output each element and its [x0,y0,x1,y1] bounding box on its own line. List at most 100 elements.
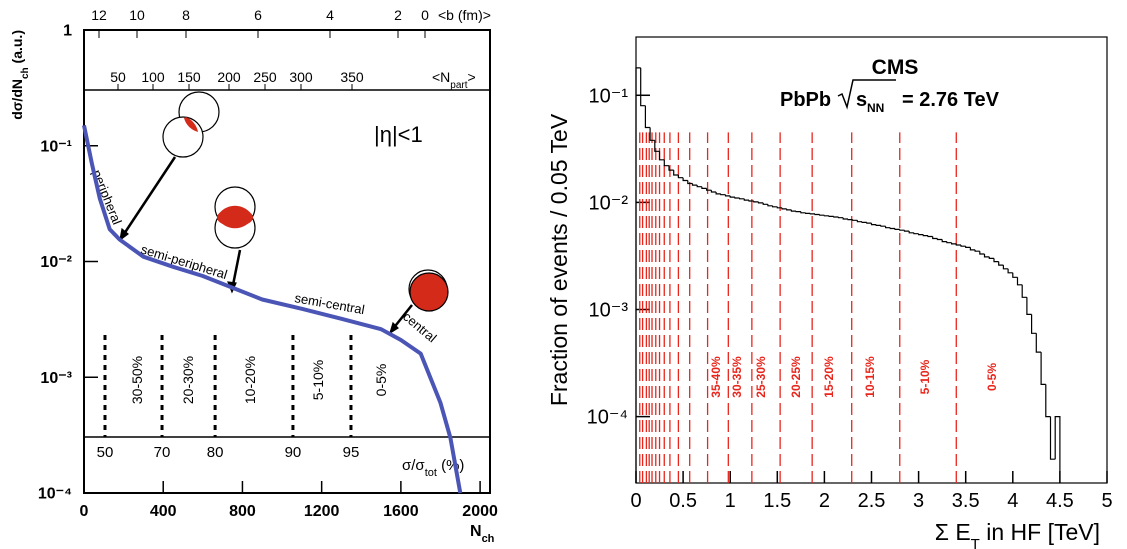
histogram-bin [993,258,999,263]
histogram-bin [880,225,886,227]
histogram-bin [955,243,961,246]
histogram-bin [908,231,914,234]
npart-tick-label: 200 [217,69,241,85]
histogram-bin [800,211,806,214]
label-part: tot [425,467,437,479]
y-tick-label: 10⁻² [589,192,629,214]
histogram-bin [936,238,943,241]
region-label: semi-central [293,290,365,317]
chart-title: CMS [872,56,919,79]
histogram-bin [847,219,853,221]
histogram-bin [781,207,787,210]
x-tick-label: 400 [150,503,177,520]
y-tick-label: 10⁻⁴ [38,486,72,503]
histogram-bin [734,197,740,199]
npart-tick-label: 300 [289,69,313,85]
label-part: part [450,80,467,91]
b-tick-label: 8 [182,7,190,23]
histogram-bin [861,221,867,223]
histogram-bin [894,228,900,230]
histogram-bin [673,170,679,176]
histogram-bin [983,254,990,258]
histogram-bin [988,256,994,259]
histogram-bin [941,239,947,243]
histogram-bin [786,208,792,211]
histogram-bin [889,227,895,230]
histogram-bin [819,214,825,216]
histogram-bin [932,236,938,240]
histogram-bin [687,180,693,185]
centrality-label: 35-40% [709,356,723,398]
histogram-bin [635,67,641,483]
left-y-label: dσ/dNch (a.u.) [9,30,31,120]
histogram-bin [998,261,1004,266]
subtitle-part: NN [867,101,884,115]
b-tick-label: 4 [326,7,334,23]
x-tick-label: 4 [1007,490,1018,512]
npart-axis-label: <Npart> [432,69,476,91]
npart-tick-label: 250 [253,69,277,85]
centrality-label: 15-20% [822,356,836,398]
histogram-bin [814,213,820,216]
histogram-bin [767,204,773,207]
b-tick-label: 2 [394,7,402,23]
histogram-bin [960,245,966,247]
centrality-label: 0-5% [985,363,999,391]
y-tick-label: 10⁻² [40,254,72,271]
centrality-bin-label: 5-10% [310,360,326,400]
centrality-label: 30-35% [730,356,744,398]
histogram-bin [795,211,801,213]
histogram-bin [1031,314,1037,334]
x-tick-label: 3 [913,490,924,512]
histogram-bin [1049,416,1056,460]
histogram-bin [951,242,957,245]
y-tick-label: 10⁻³ [589,300,629,322]
npart-tick-label: 50 [110,69,126,85]
histogram-bin [1002,265,1009,270]
x-tick-label: 2000 [462,503,498,520]
histogram-bin [1007,268,1013,274]
x-tick-label: 1.5 [763,490,791,512]
x-tick-label: 4.5 [1046,490,1074,512]
histogram-bin [677,175,684,179]
histogram-bin [1021,284,1027,298]
right-y-label: Fraction of events / 0.05 TeV [546,113,572,406]
histogram-bin [682,177,688,182]
y-tick-label: 10⁻³ [40,370,72,387]
x-tick-label: 0 [80,503,89,520]
histogram-bin [757,201,764,204]
histogram-bin [866,222,872,224]
histogram-bin [696,185,702,188]
label-part: dσ/dN [9,79,25,120]
left-x-label: Nch [470,523,495,545]
histogram-bin [701,186,707,189]
histogram-bin [903,230,910,232]
x-tick-label: 2 [819,490,830,512]
left-frame [83,29,491,494]
label-part: (a.u.) [9,30,25,67]
histogram-bin [1045,384,1051,418]
npart-tick-label: 100 [141,69,165,85]
histogram-bin [899,229,905,231]
histogram-bin [805,212,811,214]
histogram-bin [1016,277,1023,286]
x-tick-label: 1600 [383,503,419,520]
centrality-bin-label: 10-20% [242,356,258,404]
label-part: > [468,69,476,85]
histogram-bin [748,200,754,202]
histogram-bin [1040,352,1046,385]
subtitle-part: PbPb [780,89,831,111]
histogram-bin [663,159,669,167]
histogram-bin [710,190,717,193]
x-tick-label: 0 [630,490,641,512]
histogram-bin [1012,272,1018,278]
centrality-tick-label: 70 [154,444,171,461]
annotation: |η|<1 [374,122,423,147]
label-part: Σ E [935,519,971,545]
histogram-bin [649,127,655,141]
histogram-bin [852,219,858,221]
histogram-bin [922,234,928,237]
label-part: σ/σ [402,457,425,474]
label-part: ch [482,533,495,545]
